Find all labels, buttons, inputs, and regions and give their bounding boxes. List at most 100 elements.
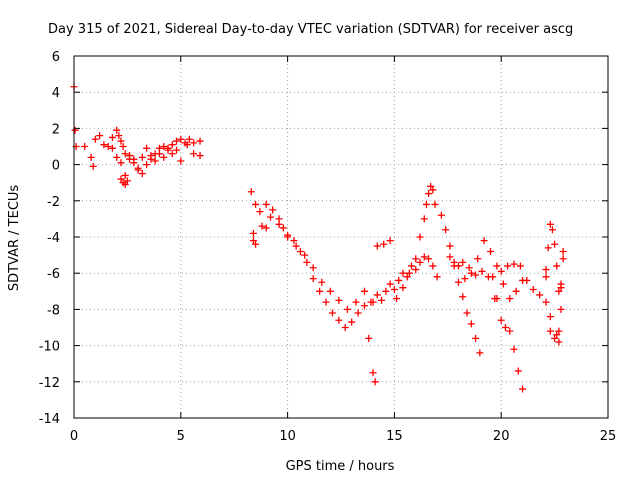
- data-point: [399, 284, 407, 292]
- data-point: [433, 273, 441, 281]
- data-point: [113, 153, 121, 161]
- data-point: [296, 247, 304, 255]
- data-point: [113, 126, 121, 134]
- data-point: [267, 213, 275, 221]
- data-point: [555, 338, 563, 346]
- data-point: [380, 240, 388, 248]
- x-tick-label: 5: [177, 429, 185, 444]
- data-point: [249, 237, 257, 245]
- data-point: [373, 291, 381, 299]
- data-point: [412, 255, 420, 263]
- data-point: [119, 143, 127, 150]
- y-tick-label: -4: [47, 231, 60, 246]
- data-point: [429, 262, 437, 270]
- data-point: [290, 237, 298, 245]
- data-point: [258, 222, 266, 230]
- data-point: [168, 150, 176, 158]
- y-tick-label: -12: [39, 376, 60, 391]
- data-point: [100, 141, 108, 149]
- data-point: [190, 150, 198, 158]
- data-point: [284, 233, 292, 241]
- data-point: [542, 273, 550, 281]
- data-point: [322, 298, 330, 306]
- data-point: [425, 190, 433, 198]
- data-point: [89, 162, 97, 170]
- data-point: [514, 367, 522, 375]
- data-point: [91, 135, 99, 143]
- data-point: [405, 269, 413, 277]
- data-point: [104, 143, 112, 150]
- data-point: [147, 152, 155, 160]
- series-morning-band-b: [108, 137, 204, 179]
- data-point: [546, 327, 554, 335]
- data-point: [126, 152, 134, 160]
- series-afternoon-mid: [446, 237, 527, 303]
- series-afternoon-drop: [489, 273, 527, 393]
- data-point: [393, 295, 401, 303]
- data-point: [121, 181, 129, 189]
- data-point: [303, 258, 311, 266]
- data-point: [442, 226, 450, 234]
- data-point: [316, 287, 324, 295]
- data-points: [70, 83, 567, 393]
- data-point: [491, 295, 499, 303]
- data-point: [422, 200, 430, 208]
- data-point: [360, 302, 368, 310]
- data-point: [256, 208, 264, 216]
- data-point: [155, 150, 163, 158]
- data-point: [399, 269, 407, 277]
- data-point: [373, 242, 381, 250]
- data-point: [512, 287, 520, 295]
- data-point: [138, 170, 146, 178]
- data-point: [506, 327, 514, 335]
- data-point: [196, 137, 204, 145]
- data-point: [497, 267, 505, 275]
- series-morning-dip: [117, 175, 131, 189]
- y-tick-label: -14: [39, 412, 60, 427]
- data-point: [378, 296, 386, 304]
- data-point: [365, 334, 373, 342]
- x-tick-labels: 0 5 10 15 20 25: [70, 429, 616, 444]
- data-point: [185, 135, 193, 143]
- data-point: [121, 150, 129, 158]
- data-point: [196, 152, 204, 160]
- data-point: [138, 153, 146, 161]
- y-tick-label: -6: [47, 267, 60, 282]
- data-point: [371, 378, 379, 386]
- y-tick-label: 2: [52, 122, 60, 137]
- axis-ticks: [73, 55, 609, 419]
- data-point: [463, 309, 471, 317]
- data-point: [542, 298, 550, 306]
- data-point: [190, 139, 198, 147]
- data-point: [71, 126, 79, 134]
- data-point: [467, 320, 475, 328]
- data-point: [108, 144, 116, 152]
- y-tick-label: -2: [47, 195, 60, 210]
- data-point: [412, 266, 420, 274]
- data-point: [529, 285, 537, 293]
- data-point: [551, 240, 559, 248]
- data-point: [369, 369, 377, 377]
- data-point: [450, 258, 458, 266]
- data-point: [546, 220, 554, 228]
- x-tick-label: 20: [493, 429, 510, 444]
- data-point: [183, 141, 191, 149]
- x-tick-label: 25: [600, 429, 617, 444]
- data-point: [559, 255, 567, 263]
- data-point: [108, 133, 116, 141]
- data-point: [354, 309, 362, 317]
- data-point: [292, 242, 300, 250]
- data-point: [557, 305, 565, 313]
- data-point: [548, 226, 556, 234]
- data-point: [431, 200, 439, 208]
- data-point: [553, 331, 561, 339]
- data-point: [177, 157, 185, 165]
- data-point: [501, 324, 509, 331]
- data-point: [151, 157, 159, 165]
- series-midday-band: [369, 253, 441, 306]
- series-early-isolated: [70, 83, 80, 150]
- y-tick-label: 0: [52, 159, 60, 174]
- data-point: [328, 309, 336, 317]
- data-point: [275, 220, 283, 228]
